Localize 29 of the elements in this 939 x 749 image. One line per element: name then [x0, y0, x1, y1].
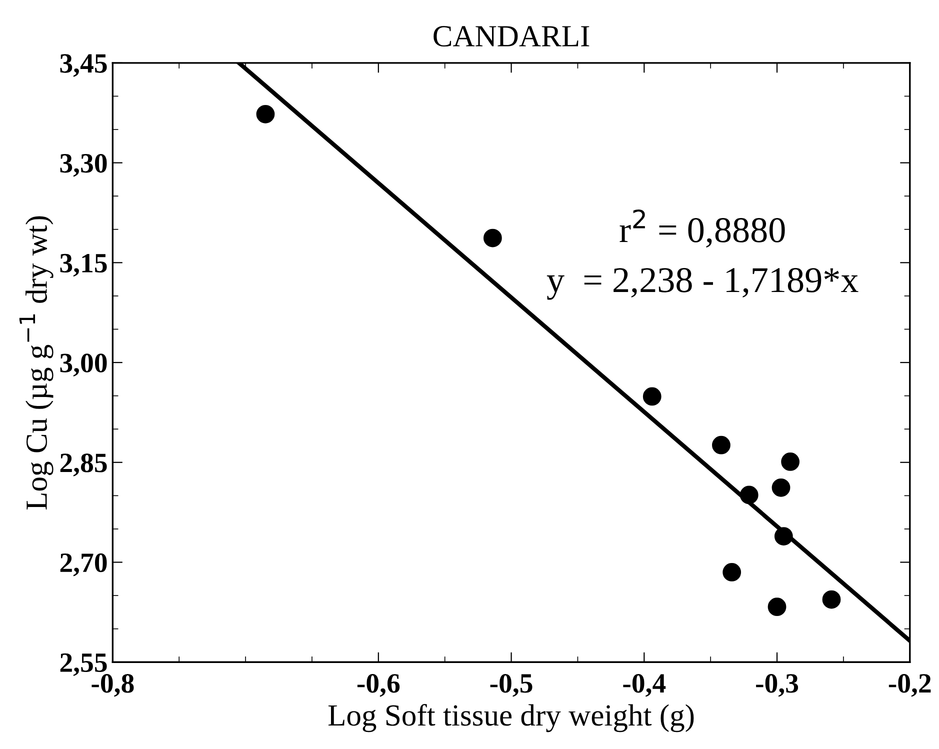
y-axis-title: Log Cu (µg g$^{−1}$ dry wt) — [19, 216, 54, 510]
y-tick-label: 3,30 — [60, 154, 107, 177]
x-tick-label: -0,6 — [357, 674, 400, 697]
y-tick-label: 3,15 — [60, 254, 107, 277]
x-tick-label: -0,3 — [756, 674, 798, 697]
point — [256, 104, 275, 124]
annotation: y = 2,238 - 1,7189*x — [546, 268, 858, 300]
y-tick-label: 3,00 — [60, 354, 107, 376]
x-tick-label: -0,5 — [490, 674, 532, 697]
point — [772, 478, 790, 497]
point — [822, 590, 841, 609]
x-tick-label: -0,8 — [92, 674, 134, 697]
x-tick-label: -0,2 — [888, 674, 931, 697]
point — [781, 452, 800, 471]
annotation: r$^{2}$ = 0,8880 — [620, 209, 785, 248]
y-tick-label: 2,55 — [60, 653, 107, 676]
x-axis-title: Log Soft tissue dry weight (g) — [328, 704, 694, 732]
y-tick-label: 2,85 — [60, 454, 107, 476]
x-tick-label: -0,4 — [623, 674, 666, 697]
point — [712, 436, 730, 454]
y-tick-label: 2,70 — [60, 553, 107, 576]
point — [722, 563, 742, 582]
point — [740, 486, 758, 504]
point — [483, 228, 502, 248]
point — [768, 598, 786, 616]
y-tick-label: 3,45 — [60, 54, 107, 77]
point — [774, 527, 793, 546]
point — [642, 387, 662, 406]
chart-title: CANDARLI — [434, 26, 590, 47]
